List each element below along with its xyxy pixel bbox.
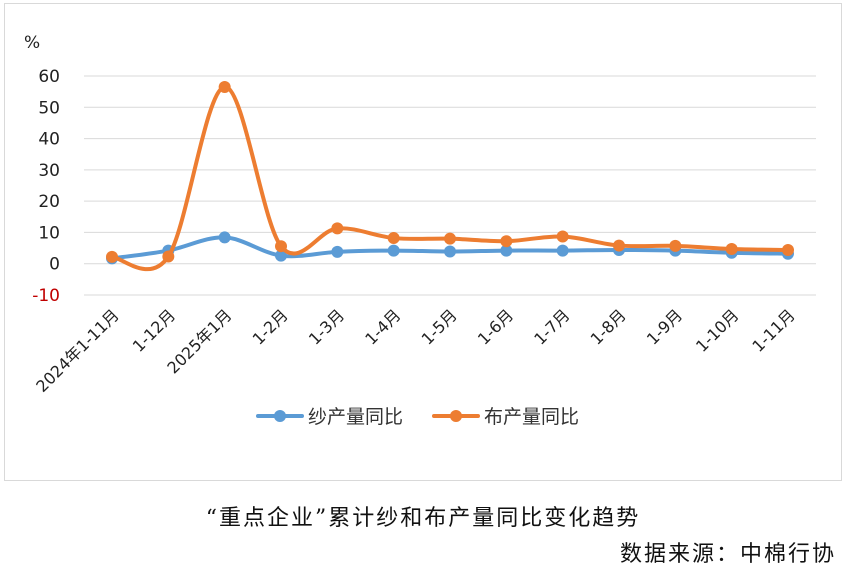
data-point (669, 239, 682, 252)
legend-label: 布产量同比 (484, 406, 579, 428)
data-point (106, 250, 118, 263)
data-point (500, 235, 513, 248)
y-tick-label: 30 (38, 161, 60, 181)
x-tick-label: 1-8月 (587, 305, 630, 348)
gridlines (84, 75, 816, 296)
x-tick-label: 1-9月 (643, 305, 686, 348)
data-point (387, 244, 400, 257)
data-point (444, 245, 456, 258)
x-tick-label: 1-12月 (129, 305, 179, 355)
x-tick-label: 1-6月 (474, 305, 517, 348)
x-tick-label: 1-11月 (748, 305, 798, 355)
y-tick-label: 10 (38, 223, 60, 243)
data-point (444, 232, 456, 245)
data-point (162, 250, 175, 263)
data-point (782, 243, 794, 256)
legend-label: 纱产量同比 (308, 406, 403, 428)
data-source: 数据来源：中棉行协 (619, 542, 836, 567)
data-point (331, 222, 344, 235)
series-layer (106, 80, 794, 272)
data-point (275, 249, 287, 262)
x-tick-label: 1-5月 (418, 305, 461, 348)
data-point (275, 240, 287, 253)
x-tick-label: 1-4月 (361, 305, 404, 348)
data-point (500, 244, 513, 257)
x-tick-label: 2024年1-11月 (32, 305, 123, 396)
x-tick-label: 1-3月 (305, 305, 348, 348)
chart-caption: “重点企业”累计纱和布产量同比变化趋势 (205, 506, 641, 531)
y-tick-label: 60 (38, 67, 60, 87)
legend-marker (450, 410, 462, 422)
legend-marker (274, 410, 286, 422)
data-point (725, 243, 738, 256)
data-point (556, 230, 569, 243)
x-tick-label: 1-7月 (530, 305, 573, 348)
legend: 纱产量同比 布产量同比 (256, 406, 579, 428)
x-tick-label: 1-10月 (692, 305, 742, 355)
data-point (218, 231, 231, 244)
chart-frame (4, 3, 842, 481)
data-point (331, 245, 344, 258)
y-tick-label: 20 (38, 192, 60, 212)
x-tick-label: 1-2月 (249, 305, 292, 348)
y-tick-label: 0 (49, 255, 60, 275)
y-tick-label: 40 (38, 130, 60, 150)
data-point (613, 239, 625, 252)
y-tick-label: -10 (32, 286, 60, 306)
data-point (387, 232, 400, 245)
y-tick-label: 50 (38, 98, 60, 118)
y-unit-label: % (24, 33, 40, 53)
data-point (218, 80, 231, 93)
data-point (556, 244, 569, 257)
series-line-2 (110, 84, 790, 272)
